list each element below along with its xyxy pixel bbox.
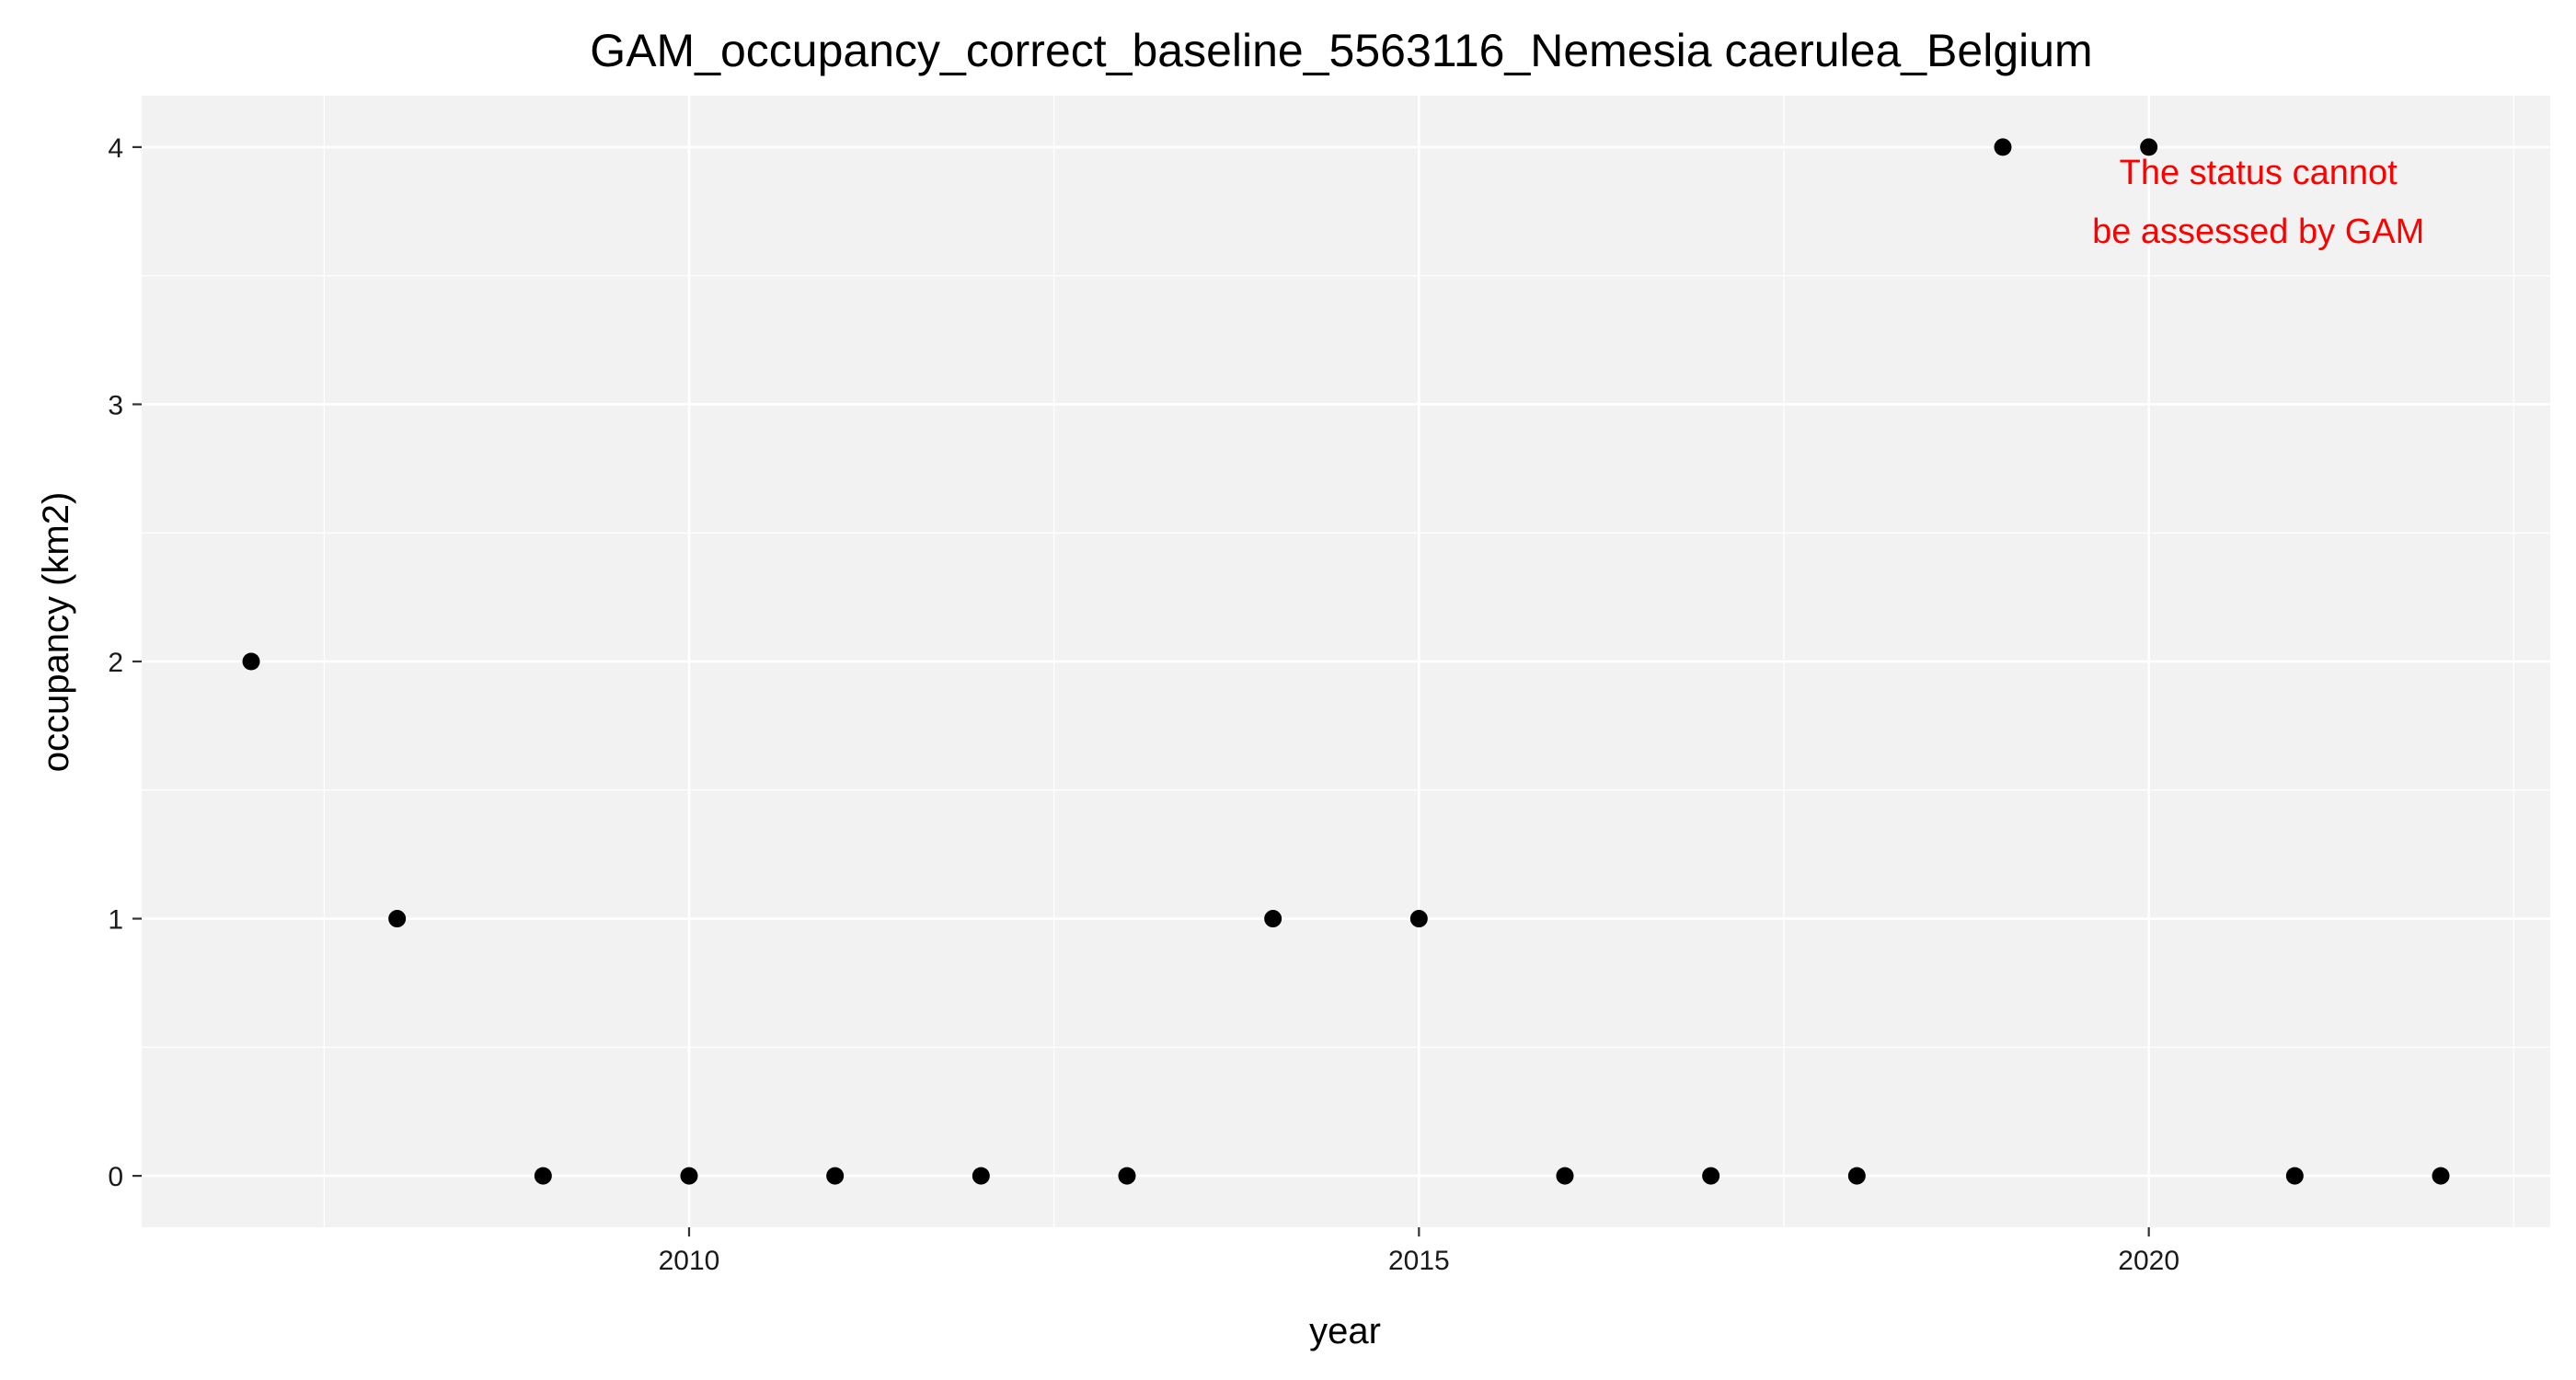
annotation-line: be assessed by GAM [2092, 213, 2424, 251]
data-point [1702, 1167, 1720, 1185]
y-tick-label: 1 [108, 905, 123, 936]
chart-title: GAM_occupancy_correct_baseline_5563116_N… [590, 25, 2092, 76]
data-point [2140, 138, 2158, 156]
x-tick-label: 2015 [1388, 1246, 1450, 1276]
data-point [242, 652, 260, 671]
annotation-line: The status cannot [2120, 154, 2398, 192]
data-point [2432, 1167, 2450, 1185]
data-point [972, 1167, 990, 1185]
y-tick-label: 2 [108, 648, 123, 678]
y-tick-label: 0 [108, 1162, 123, 1192]
x-axis-title: year [1309, 1311, 1381, 1351]
status-annotation: The status cannot be assessed by GAM [2092, 154, 2424, 251]
data-point [1264, 910, 1282, 928]
data-point [1994, 138, 2012, 156]
data-point [1409, 910, 1428, 928]
y-tick-label: 4 [108, 133, 123, 164]
data-point [1847, 1167, 1866, 1185]
tick-labels: 2010 2015 2020 0 1 2 3 4 [108, 133, 2179, 1276]
data-point [2285, 1167, 2304, 1185]
data-point [1556, 1167, 1574, 1185]
data-point [534, 1167, 552, 1185]
data-point [826, 1167, 845, 1185]
x-tick-label: 2010 [659, 1246, 720, 1276]
axis-ticks [132, 145, 2150, 1236]
y-tick-label: 3 [108, 390, 123, 420]
data-points [242, 138, 2450, 1185]
data-point [388, 910, 407, 928]
data-point [680, 1167, 698, 1185]
major-gridlines [142, 96, 2550, 1227]
x-tick-label: 2020 [2118, 1246, 2179, 1276]
y-axis-title: occupancy (km2) [36, 492, 76, 773]
data-point [1118, 1167, 1136, 1185]
